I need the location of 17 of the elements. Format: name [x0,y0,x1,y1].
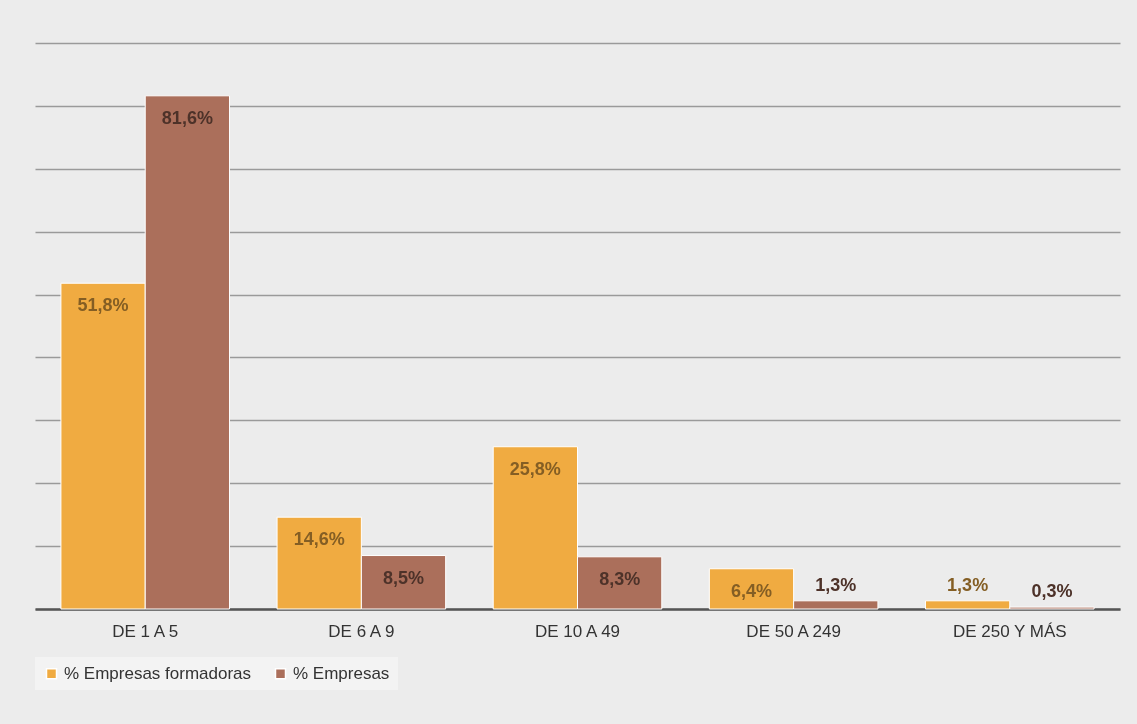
x-tick-label: DE 10 A 49 [534,621,621,641]
x-tick-label: DE 50 A 249 [746,621,841,641]
data-label: 8,5% [383,567,425,588]
data-label: 6,4% [730,580,772,601]
legend-label: % Empresas [293,663,390,683]
x-tick-label: DE 1 A 5 [112,621,179,641]
data-label: 1,3% [947,574,989,595]
data-label: 8,3% [599,568,641,589]
x-tick-label: DE 250 Y MÁS [952,621,1067,641]
data-label: 1,3% [815,574,857,595]
data-label: 81,6% [161,107,213,128]
data-label: 51,8% [77,295,129,316]
data-label: 25,8% [509,458,561,479]
data-label: 0,3% [1031,581,1073,602]
x-tick-label: DE 6 A 9 [328,621,395,641]
data-label: 14,6% [293,529,345,550]
legend-label: % Empresas formadoras [64,663,252,683]
